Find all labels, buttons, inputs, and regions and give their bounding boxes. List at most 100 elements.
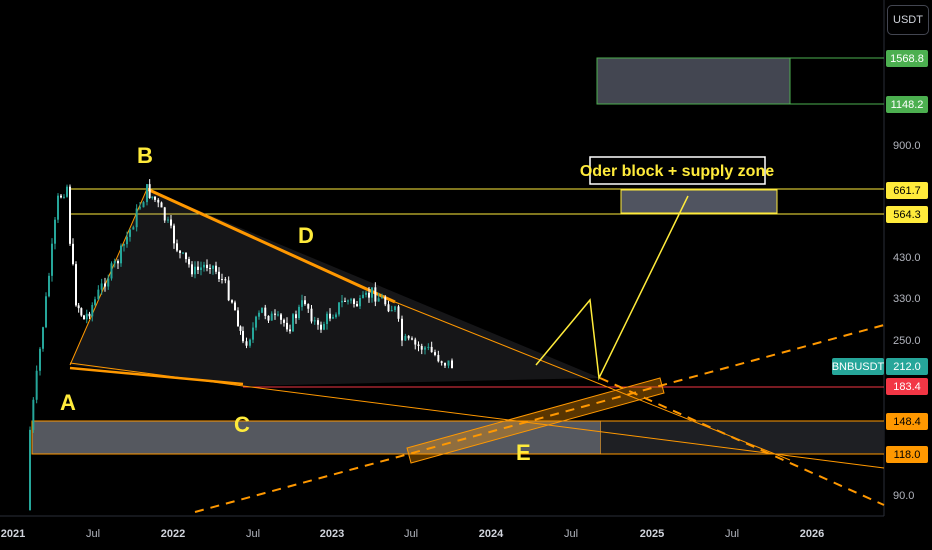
time-label: 2025: [640, 528, 664, 540]
candle-body: [146, 184, 148, 203]
wave-label-b: B: [137, 143, 153, 168]
projection-path[interactable]: [535, 195, 689, 381]
candle-body: [350, 299, 352, 301]
candle-body: [48, 275, 50, 297]
candle-body: [420, 345, 423, 350]
candle-body: [163, 207, 166, 221]
candle-body: [57, 195, 59, 220]
supply-zone-box[interactable]: [596, 57, 791, 105]
time-axis[interactable]: 2021 Jul 2022 Jul 2023 Jul 2024 Jul 2025…: [1, 528, 824, 540]
candle-body: [107, 278, 110, 287]
svg-text:1148.2: 1148.2: [891, 99, 924, 111]
candle-body: [148, 184, 151, 198]
candle-body: [407, 335, 410, 339]
candle-body: [83, 315, 85, 320]
svg-text:BNBUSDT: BNBUSDT: [832, 361, 885, 373]
candle-body: [113, 261, 116, 264]
candle-body: [42, 327, 44, 349]
candle-body: [344, 300, 346, 302]
price-axis[interactable]: 900.0 430.0 330.0 250.0 90.0: [893, 140, 921, 502]
currency-button[interactable]: USDT: [887, 5, 929, 35]
candle-body: [264, 307, 267, 316]
callout-box[interactable]: [589, 156, 766, 185]
candle-body: [120, 245, 122, 264]
candle-body: [227, 280, 230, 301]
candle-body: [123, 244, 125, 246]
candle-body: [381, 297, 383, 299]
candle-body: [390, 310, 393, 312]
candle-body: [218, 271, 220, 280]
candle-body: [401, 318, 403, 341]
candle-body: [203, 264, 205, 268]
candle-body: [411, 338, 413, 340]
candle-body: [424, 347, 426, 350]
price-tick: 430.0: [893, 252, 921, 264]
price-tick: 250.0: [893, 335, 921, 347]
candle-body: [29, 429, 31, 510]
candle-body: [414, 339, 417, 345]
candle-body: [135, 208, 138, 228]
time-label: 2023: [320, 528, 344, 540]
candle-body: [252, 327, 254, 340]
time-label: Jul: [86, 528, 100, 540]
badge-symbol: BNBUSDT: [832, 358, 885, 375]
candle-body: [249, 339, 251, 346]
wave-label-e: E: [516, 440, 531, 465]
badge-last-price: 212.0: [886, 358, 928, 375]
candle-body: [341, 300, 343, 303]
candle-body: [234, 302, 236, 311]
candle-body: [154, 196, 156, 200]
price-tick: 90.0: [893, 490, 914, 502]
candle-body: [206, 264, 208, 269]
candle-body: [427, 346, 430, 348]
time-label: Jul: [404, 528, 418, 540]
time-label: Jul: [246, 528, 260, 540]
candle-body: [88, 313, 91, 317]
candle-body: [170, 219, 172, 226]
candle-body: [215, 265, 217, 272]
order-block-box[interactable]: [620, 189, 778, 214]
candle-body: [239, 326, 242, 331]
time-label: 2026: [800, 528, 824, 540]
candle-body: [224, 279, 227, 281]
candle-body: [377, 298, 380, 302]
rising-channel-box[interactable]: [406, 377, 665, 464]
candle-body: [151, 196, 154, 198]
candle-body: [209, 268, 211, 270]
candle-body: [434, 352, 436, 355]
upper-trendline[interactable]: [146, 187, 396, 304]
candle-body: [117, 261, 119, 264]
candle-body: [404, 335, 407, 341]
candle-body: [267, 315, 270, 321]
candle-body: [313, 320, 316, 322]
dashed-falling-trendline: [599, 377, 885, 506]
candle-body: [317, 320, 319, 325]
candle-body: [176, 243, 178, 251]
candle-body: [437, 354, 440, 362]
badge-demand-low: 118.0: [886, 446, 928, 463]
candle-body: [142, 202, 145, 208]
candle-body: [307, 304, 310, 309]
callout-text: Oder block + supply zone: [580, 163, 774, 180]
svg-text:1568.8: 1568.8: [890, 53, 924, 65]
candle-body: [39, 348, 41, 371]
candle-body: [301, 300, 303, 307]
candle-body: [347, 300, 349, 302]
candle-body: [362, 294, 364, 299]
wave-label-c: C: [234, 412, 250, 437]
price-tick: 900.0: [893, 140, 921, 152]
candle-body: [60, 195, 62, 198]
candle-body: [384, 297, 387, 305]
candle-body: [447, 360, 450, 366]
candle-body: [66, 186, 68, 197]
candle-body: [91, 304, 94, 317]
candle-body: [255, 316, 257, 328]
candle-body: [51, 243, 53, 276]
candle-body: [374, 287, 377, 302]
candle-body: [353, 299, 355, 304]
candle-body: [356, 303, 358, 307]
candle-body: [200, 267, 202, 270]
candle-body: [221, 279, 223, 281]
time-label: Jul: [564, 528, 578, 540]
